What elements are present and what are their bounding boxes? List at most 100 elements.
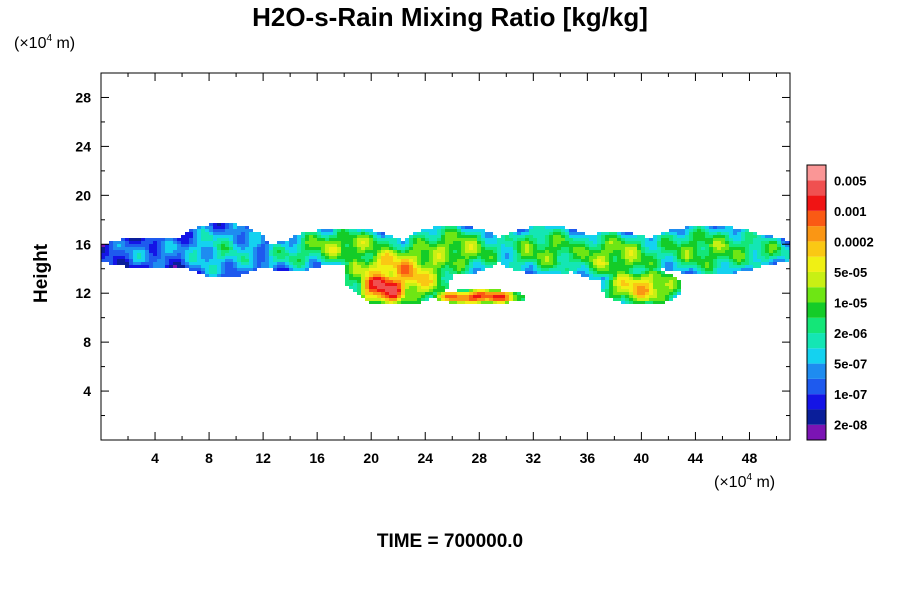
- contour-cell: [577, 244, 581, 247]
- contour-cell: [145, 244, 149, 247]
- contour-cell: [549, 253, 553, 256]
- contour-cell: [149, 238, 153, 241]
- contour-cell: [629, 259, 633, 262]
- contour-cell: [661, 271, 665, 274]
- contour-cell: [485, 298, 489, 301]
- contour-cell: [421, 271, 425, 274]
- contour-cell: [673, 253, 677, 256]
- contour-cell: [221, 244, 225, 247]
- contour-cell: [537, 241, 541, 244]
- contour-cell: [701, 256, 705, 259]
- contour-cell: [237, 253, 241, 256]
- contour-cell: [385, 262, 389, 265]
- contour-cell: [713, 250, 717, 253]
- contour-cell: [689, 253, 693, 256]
- contour-cell: [173, 247, 177, 250]
- contour-cell: [529, 256, 533, 259]
- contour-cell: [233, 247, 237, 250]
- contour-cell: [361, 238, 365, 241]
- contour-cell: [573, 232, 577, 235]
- contour-cell: [501, 247, 505, 250]
- contour-cell: [721, 259, 725, 262]
- contour-cell: [533, 229, 537, 232]
- contour-cell: [609, 292, 613, 295]
- contour-cell: [681, 262, 685, 265]
- contour-cell: [489, 232, 493, 235]
- contour-cell: [469, 298, 473, 301]
- contour-cell: [285, 247, 289, 250]
- contour-cell: [645, 286, 649, 289]
- contour-cell: [461, 271, 465, 274]
- contour-cell: [665, 298, 669, 301]
- contour-cell: [441, 253, 445, 256]
- contour-cell: [773, 244, 777, 247]
- contour-cell: [273, 268, 277, 271]
- contour-cell: [625, 274, 629, 277]
- contour-cell: [517, 262, 521, 265]
- contour-cell: [629, 256, 633, 259]
- contour-cell: [717, 229, 721, 232]
- contour-cell: [377, 292, 381, 295]
- contour-cell: [349, 241, 353, 244]
- contour-cell: [621, 262, 625, 265]
- contour-cell: [605, 250, 609, 253]
- contour-cell: [705, 262, 709, 265]
- contour-cell: [661, 298, 665, 301]
- contour-cell: [265, 241, 269, 244]
- contour-cell: [237, 271, 241, 274]
- contour-cell: [685, 271, 689, 274]
- contour-cell: [649, 271, 653, 274]
- contour-cell: [249, 232, 253, 235]
- contour-cell: [681, 259, 685, 262]
- contour-cell: [493, 247, 497, 250]
- contour-cell: [781, 241, 785, 244]
- contour-cell: [625, 262, 629, 265]
- contour-cell: [357, 262, 361, 265]
- colorbar-label: 2e-06: [834, 326, 867, 341]
- contour-cell: [361, 286, 365, 289]
- contour-cell: [301, 232, 305, 235]
- contour-cell: [297, 262, 301, 265]
- contour-cell: [705, 256, 709, 259]
- contour-cell: [425, 277, 429, 280]
- contour-cell: [425, 229, 429, 232]
- colorbar-frame: [806, 164, 827, 441]
- contour-cell: [421, 244, 425, 247]
- contour-cell: [321, 259, 325, 262]
- contour-cell: [437, 259, 441, 262]
- contour-cell: [653, 247, 657, 250]
- contour-cell: [485, 256, 489, 259]
- contour-cell: [605, 241, 609, 244]
- contour-cell: [709, 241, 713, 244]
- contour-cell: [125, 241, 129, 244]
- contour-cell: [553, 259, 557, 262]
- contour-cell: [301, 244, 305, 247]
- contour-cell: [589, 277, 593, 280]
- contour-cell: [473, 295, 477, 298]
- contour-cell: [501, 295, 505, 298]
- contour-cell: [457, 253, 461, 256]
- contour-cell: [305, 235, 309, 238]
- contour-cell: [477, 241, 481, 244]
- contour-cell: [633, 247, 637, 250]
- contour-cell: [133, 256, 137, 259]
- contour-cell: [253, 241, 257, 244]
- contour-cell: [385, 277, 389, 280]
- contour-cell: [621, 235, 625, 238]
- x-axis-unit: (×104 m): [714, 472, 775, 492]
- contour-cell: [621, 238, 625, 241]
- contour-cell: [469, 259, 473, 262]
- contour-cell: [185, 232, 189, 235]
- contour-cell: [353, 256, 357, 259]
- contour-cell: [693, 256, 697, 259]
- contour-cell: [637, 250, 641, 253]
- contour-cell: [545, 265, 549, 268]
- contour-cell: [669, 274, 673, 277]
- contour-cell: [533, 268, 537, 271]
- contour-cell: [485, 295, 489, 298]
- contour-cell: [301, 265, 305, 268]
- contour-cell: [213, 247, 217, 250]
- contour-cell: [609, 244, 613, 247]
- contour-cell: [161, 244, 165, 247]
